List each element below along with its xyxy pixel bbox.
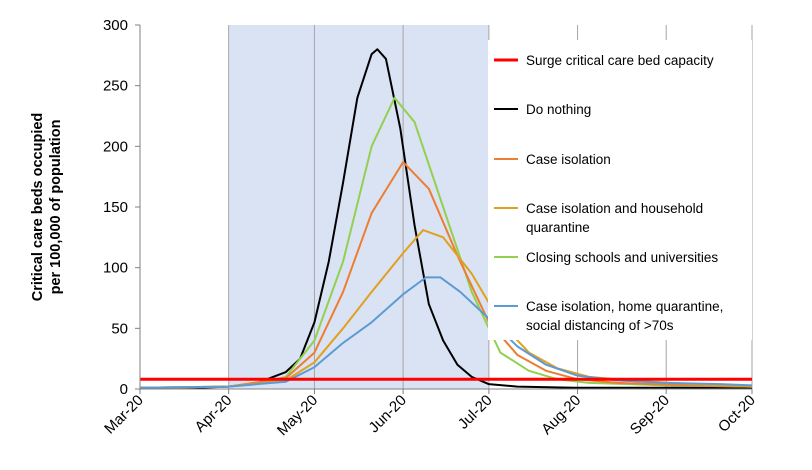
x-tick-label: Aug-20 xyxy=(538,392,584,438)
x-tick-label: Jul-20 xyxy=(455,392,496,433)
series-line-case-isolation-home-quarantine-social-distancing-of-70s xyxy=(139,276,753,389)
legend-label: Closing schools and universities xyxy=(526,250,718,265)
y-tick-label: 100 xyxy=(103,260,128,277)
x-tick-label: Oct-20 xyxy=(715,392,759,436)
y-tick-label: 150 xyxy=(103,199,128,216)
legend-label: Case isolation, home quarantine, xyxy=(526,299,723,314)
legend-label: quarantine xyxy=(526,220,590,235)
legend-label: Do nothing xyxy=(526,102,591,117)
legend-label: Surge critical care bed capacity xyxy=(526,53,714,68)
y-axis-label-line: per 100,000 of population xyxy=(48,120,64,295)
y-tick-label: 250 xyxy=(103,78,128,95)
x-tick-label: Mar-20 xyxy=(101,392,147,438)
y-tick-label: 200 xyxy=(103,138,128,155)
x-tick-label: Jun-20 xyxy=(365,392,409,436)
legend: Surge critical care bed capacity Do nothi… xyxy=(488,40,752,340)
y-axis-label-line: Critical care beds occupied xyxy=(30,113,46,302)
series-line-case-isolation xyxy=(139,161,753,389)
y-tick-label: 0 xyxy=(120,381,128,398)
y-axis-label: Critical care beds occupied per 100,000 o… xyxy=(30,113,64,302)
x-tick-label: Sep-20 xyxy=(627,392,673,438)
legend-label: Case isolation and household xyxy=(526,201,703,216)
y-tick-label: 50 xyxy=(111,320,128,337)
x-tick-label: May-20 xyxy=(274,392,321,439)
axes xyxy=(135,24,753,394)
shaded-period xyxy=(228,25,489,389)
y-tick-labels: 0 50 100 150 200 250 300 xyxy=(103,17,128,398)
legend-label: social distancing of >70s xyxy=(526,318,674,333)
legend-label: Case isolation xyxy=(526,152,611,167)
legend-box xyxy=(488,40,752,340)
y-tick-label: 300 xyxy=(103,17,128,34)
x-tick-label: Apr-20 xyxy=(192,392,236,436)
x-tick-labels: Mar-20 Apr-20 May-20 Jun-20 Jul-20 Aug-20 Sep-… xyxy=(101,392,759,439)
